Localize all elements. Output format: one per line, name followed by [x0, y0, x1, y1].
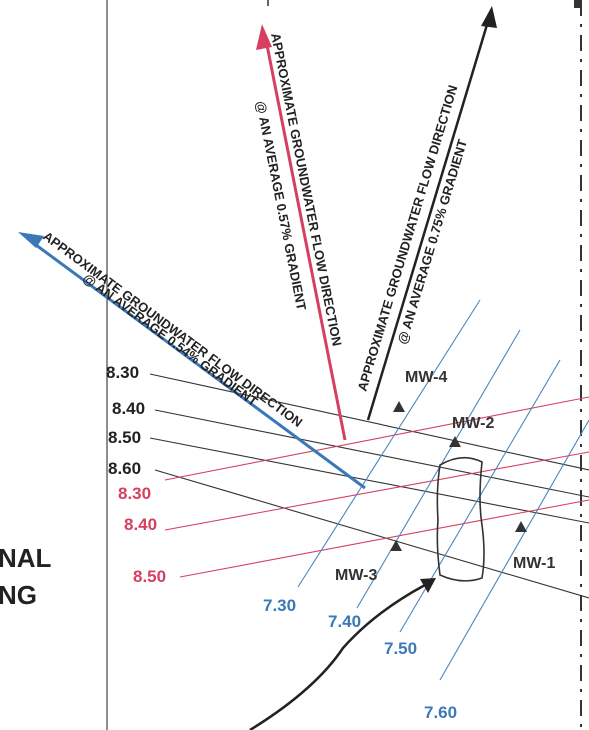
black-contour-label: 8.40 — [112, 399, 145, 418]
well-label: MW-4 — [405, 369, 447, 386]
red-contour-label: 8.30 — [118, 484, 151, 503]
blue-contour-label: 7.30 — [263, 596, 296, 615]
well-label: MW-2 — [452, 415, 494, 432]
blue-contour-740 — [356, 329, 521, 609]
black-contour-830 — [149, 373, 589, 471]
black-contour-850 — [149, 437, 589, 524]
well-mw-1: MW-1 — [513, 521, 555, 572]
red-contour-830 — [164, 396, 589, 481]
red-contour-840 — [164, 451, 589, 531]
well-mw-3: MW-3 — [335, 540, 402, 584]
well-label: MW-1 — [513, 555, 555, 572]
black-contour-860 — [154, 469, 589, 599]
well-marker-icon — [515, 521, 527, 532]
blue-contour-730 — [297, 299, 481, 588]
blue-contour-label: 7.60 — [424, 703, 457, 722]
red-contour-label: 8.40 — [124, 515, 157, 534]
well-marker-icon — [393, 401, 405, 412]
building-outline — [436, 456, 485, 582]
black-contour-label: 8.30 — [106, 363, 139, 382]
black-contour-label: 8.60 — [108, 459, 141, 478]
well-mw-4: MW-4 — [393, 369, 447, 412]
well-label: MW-3 — [335, 567, 377, 584]
blue-contour-760 — [439, 419, 589, 681]
red-contour-850 — [179, 499, 589, 578]
blue-contour-label: 7.40 — [328, 612, 361, 631]
black-contour-label: 8.50 — [108, 428, 141, 447]
well-marker-icon — [449, 436, 461, 447]
black-contour-840 — [154, 409, 589, 498]
top-corner-mark — [574, 0, 580, 8]
well-mw-2: MW-2 — [449, 415, 494, 447]
red-contour-label: 8.50 — [133, 567, 166, 586]
blue-contour-label: 7.50 — [384, 639, 417, 658]
well-marker-icon — [390, 540, 402, 551]
flow-arrow-red — [256, 24, 347, 441]
black-contours — [149, 373, 589, 599]
flow-arrow-blue — [18, 232, 366, 490]
flow-arrow-black — [366, 6, 497, 421]
blue-arrow-label-line1: APPROXIMATE GROUNDWATER FLOW DIRECTION — [40, 228, 305, 430]
legend-fragment-1: NAL — [0, 543, 52, 573]
legend-fragment-2: NG — [0, 580, 37, 610]
site-access-arrow — [249, 578, 436, 730]
red-contours — [164, 396, 589, 578]
